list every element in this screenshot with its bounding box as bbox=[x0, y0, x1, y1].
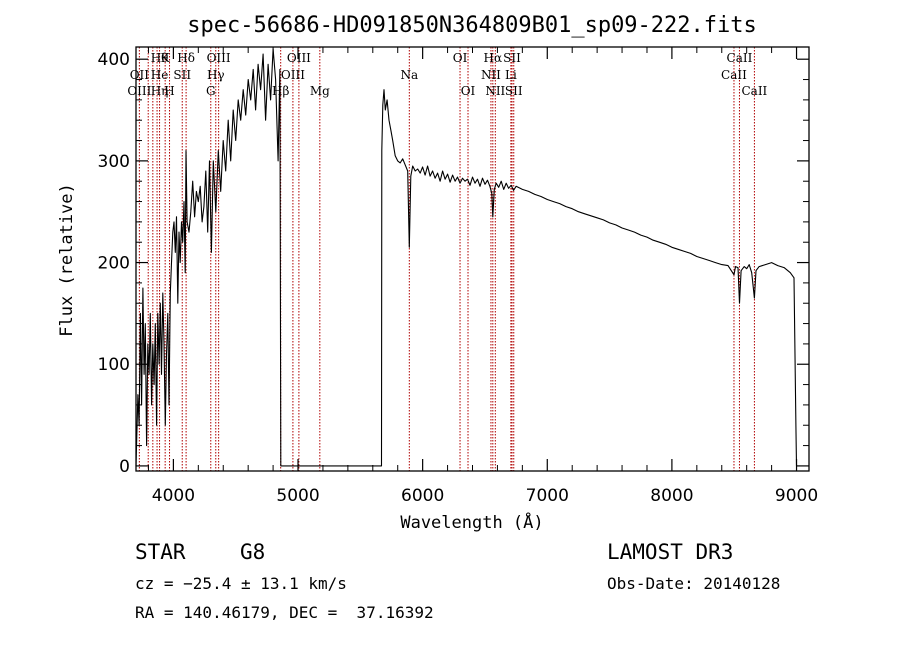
survey-label: LAMOST DR3 bbox=[607, 540, 734, 564]
line-marker-label: Hα bbox=[484, 51, 503, 65]
line-marker-label: Hβ bbox=[272, 84, 289, 98]
spectral-line-labels: OII OIII Hθ He Hη K H SII Hδ G Hγ OIII Hβ OIII OIII Mg N… bbox=[127, 51, 767, 98]
chart-title: spec-56686-HD091850N364809B01_sp09-222.f… bbox=[187, 13, 757, 38]
line-marker-label: Hδ bbox=[177, 51, 195, 65]
line-marker-label: G bbox=[206, 84, 216, 98]
x-tick-label: 4000 bbox=[152, 486, 195, 506]
line-marker-label: OII bbox=[130, 68, 150, 82]
plot-frame bbox=[135, 46, 810, 472]
line-marker-label: SII bbox=[503, 51, 521, 65]
y-tick-label: 400 bbox=[98, 50, 130, 70]
line-marker-label: OIII bbox=[287, 51, 311, 65]
line-marker-label: OI bbox=[461, 84, 476, 98]
y-tick-label: 100 bbox=[98, 355, 130, 375]
line-marker-label: NII bbox=[481, 68, 501, 82]
redshift-text: cz = −25.4 ± 13.1 km/s bbox=[135, 574, 347, 593]
line-marker-label: SII bbox=[505, 84, 523, 98]
line-marker-label: Hγ bbox=[207, 68, 225, 82]
y-axis: 0 100 200 300 400 bbox=[98, 50, 809, 477]
line-marker-label: He bbox=[151, 68, 169, 82]
obs-date-text: Obs-Date: 20140128 bbox=[607, 574, 781, 593]
spectrum-line bbox=[135, 48, 798, 467]
line-marker-label: Na bbox=[400, 68, 418, 82]
line-marker-label: H bbox=[164, 84, 174, 98]
object-class-label: STAR bbox=[135, 540, 186, 564]
x-axis: 4000 5000 6000 7000 8000 9000 bbox=[147, 47, 818, 506]
line-marker-label: Mg bbox=[310, 84, 330, 98]
line-marker-label: K bbox=[161, 51, 171, 65]
y-axis-label: Flux (relative) bbox=[57, 183, 77, 337]
line-marker-label: Li bbox=[505, 68, 517, 82]
coordinates-text: RA = 140.46179, DEC = 37.16392 bbox=[135, 603, 434, 622]
x-tick-label: 7000 bbox=[526, 486, 569, 506]
x-tick-label: 6000 bbox=[401, 486, 444, 506]
line-marker-label: OI bbox=[453, 51, 468, 65]
line-marker-label: CaII bbox=[741, 84, 767, 98]
x-axis-label: Wavelength (Å) bbox=[400, 511, 543, 533]
line-marker-label: OIII bbox=[127, 84, 151, 98]
line-marker-label: CaII bbox=[721, 68, 747, 82]
y-tick-label: 300 bbox=[98, 152, 130, 172]
object-subclass-label: G8 bbox=[240, 540, 266, 564]
line-marker-label: OIII bbox=[207, 51, 231, 65]
line-marker-label: SII bbox=[173, 68, 191, 82]
x-tick-label: 8000 bbox=[650, 486, 693, 506]
y-tick-label: 0 bbox=[119, 457, 130, 477]
x-tick-label: 9000 bbox=[775, 486, 818, 506]
x-tick-label: 5000 bbox=[276, 486, 319, 506]
y-tick-label: 200 bbox=[98, 254, 130, 274]
spectral-line-markers bbox=[138, 47, 755, 471]
line-marker-label: Hη bbox=[151, 84, 169, 98]
line-marker-label: CaII bbox=[727, 51, 753, 65]
line-marker-label: NII bbox=[485, 84, 505, 98]
line-marker-label: Hθ bbox=[151, 51, 169, 65]
line-marker-label: OIII bbox=[281, 68, 305, 82]
